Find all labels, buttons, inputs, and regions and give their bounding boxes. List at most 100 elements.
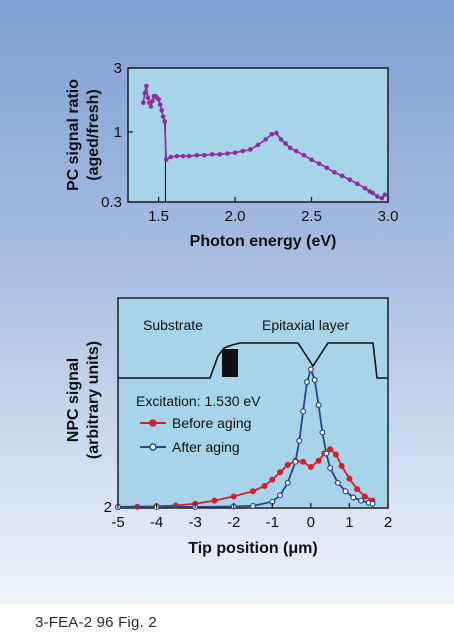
y-axis-title-bottom-line2: (arbitrary units) [85,341,102,459]
annotation-substrate: Substrate [143,317,203,333]
data-point-pc-ratio [225,151,230,156]
data-point-pc-ratio [194,152,200,158]
data-point-pc-ratio [374,194,380,199]
data-point-pc-ratio [283,141,288,146]
data-point-pc-ratio [339,173,345,179]
data-point-after-aging [296,437,303,444]
data-point-after-aging [307,366,314,373]
data-point-pc-ratio [287,145,293,151]
data-point-pc-ratio [240,148,246,154]
x-tick-label-bottom: 0 [307,514,315,531]
data-point-before-aging [361,493,368,500]
data-point-after-aging [311,376,318,383]
data-point-after-aging [277,492,284,499]
data-point-after-aging [250,502,257,509]
data-point-pc-ratio [278,137,284,142]
data-point-pc-ratio [148,104,154,109]
data-point-before-aging [250,488,257,495]
y-tick-label-top: 3 [114,60,122,77]
data-point-after-aging [369,500,376,507]
data-point-pc-ratio [144,83,149,89]
legend-label: After aging [172,439,240,455]
data-point-before-aging [211,497,218,504]
data-point-before-aging [284,461,291,468]
data-point-after-aging [358,497,365,504]
data-point-before-aging [307,464,314,471]
y-axis-title-top-line2: (aged/fresh) [85,89,102,181]
data-point-pc-ratio [180,153,186,159]
data-point-pc-ratio [293,148,299,154]
data-point-before-aging [346,475,353,482]
data-point-pc-ratio [159,108,164,113]
data-point-after-aging [327,465,334,472]
data-point-after-aging [350,494,357,501]
data-point-pc-ratio [269,132,275,137]
data-point-pc-ratio [140,100,146,106]
x-tick-label-bottom: -1 [266,514,279,531]
data-point-pc-ratio [186,153,192,159]
data-point-pc-ratio [150,98,155,104]
y-axis-title-top-line1: PC signal ratio [65,79,82,191]
data-point-after-aging [342,488,349,495]
x-tick-label-bottom: -4 [150,514,163,531]
data-point-before-aging [300,458,307,465]
data-point-pc-ratio [316,161,322,166]
data-point-pc-ratio [217,152,223,157]
x-tick-label-bottom: -3 [188,514,201,531]
data-point-after-aging [334,479,341,486]
x-tick-label-bottom: -2 [227,514,240,531]
data-point-after-aging [300,408,307,415]
x-tick-label-top: 1.5 [148,208,169,225]
data-point-before-aging [327,446,334,453]
data-point-before-aging [315,457,322,464]
x-tick-label-top: 3.0 [378,208,399,225]
data-point-pc-ratio [347,177,353,183]
band-diagram-line [118,342,388,379]
plot-area-top [127,67,389,203]
x-axis-title-bottom: Tip position (μm) [188,540,317,557]
data-point-pc-ratio [209,152,215,157]
data-point-pc-ratio [263,137,268,142]
data-point-after-aging [304,379,311,386]
y-tick-label-top: 0.3 [101,194,122,211]
substrate-block [222,349,238,377]
data-point-pc-ratio [142,90,148,96]
x-tick-label-bottom: 2 [384,514,392,531]
data-point-pc-ratio [382,192,388,198]
data-point-pc-ratio [362,185,368,191]
data-point-pc-ratio [379,195,385,201]
data-point-pc-ratio [324,165,330,171]
data-point-pc-ratio [168,154,174,160]
data-point-pc-ratio [202,152,207,158]
x-tick-label-top: 2.0 [225,208,246,225]
data-point-pc-ratio [232,150,238,155]
annotation-excitation: Excitation: 1.530 eV [136,393,261,409]
data-point-before-aging [261,482,268,489]
data-point-pc-ratio [301,152,307,158]
data-point-before-aging [338,463,345,470]
x-axis-title-top: Photon energy (eV) [190,233,337,250]
legend-swatch-marker [149,419,157,427]
y-tick-label-top: 1 [114,124,122,141]
y-axis-title-bottom-line1: NPC signal [65,358,82,442]
data-point-pc-ratio [162,119,168,124]
data-point-after-aging [319,429,326,436]
x-tick-label-bottom: 1 [345,514,353,531]
data-point-pc-ratio [160,114,166,119]
data-point-before-aging [354,486,361,493]
data-point-after-aging [315,402,322,409]
data-point-before-aging [269,476,276,483]
data-point-before-aging [277,469,284,476]
figure-svg: 0.3 1 3 1.5 2.0 2.5 3.0 Photon energy (eV) PC si… [65,60,399,557]
data-point-pc-ratio [157,102,163,107]
data-point-before-aging [230,493,237,500]
figure-caption: 3-FEA-2 96 Fig. 2 [35,614,157,631]
data-point-pc-ratio [332,169,337,175]
data-point-pc-ratio [255,142,261,148]
data-point-pc-ratio [163,157,169,163]
data-point-pc-ratio [174,153,180,159]
data-point-pc-ratio [145,95,151,101]
x-tick-label-bottom: -5 [111,514,124,531]
data-point-pc-ratio [370,190,376,196]
data-point-pc-ratio [156,97,161,102]
